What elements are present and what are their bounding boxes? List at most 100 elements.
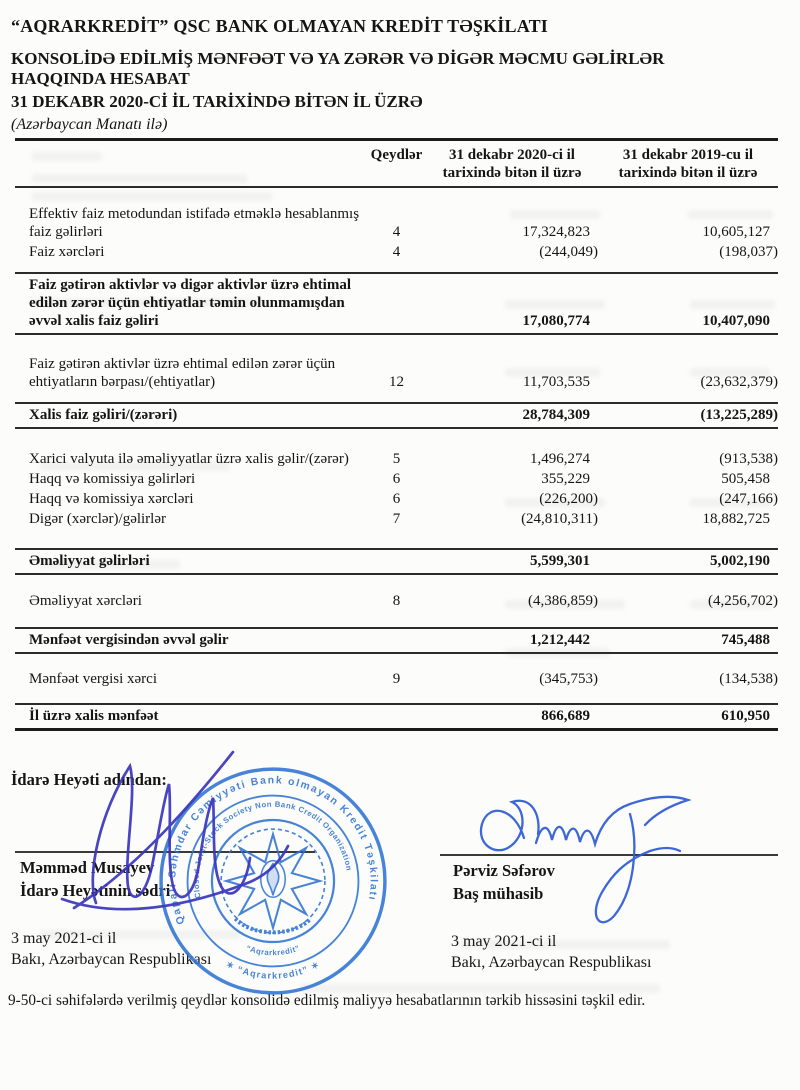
table-header-rule <box>15 186 778 188</box>
signatory-right-date: 3 may 2021-ci il Bakı, Azərbaycan Respub… <box>451 931 651 973</box>
row-label: Xarici valyuta ilə əməliyyatlar üzrə xal… <box>29 451 349 467</box>
signatory-right-name: Pərviz Səfərov <box>453 861 555 880</box>
table-row: Faiz xərcləri 4 (244,049) (198,037) <box>15 243 778 261</box>
row-value-2019: 505,458 <box>721 471 770 487</box>
signature-line-right <box>440 854 778 856</box>
row-value-2020: 11,703,535 <box>523 374 590 390</box>
table-row: Əməliyyat xərcləri 8 (4,386,859) (4,256,702… <box>15 592 778 610</box>
bleedthrough-artifact <box>32 298 262 307</box>
report-title: KONSOLİDƏ EDİLMİŞ MƏNFƏƏT VƏ YA ZƏRƏR VƏ… <box>11 48 665 89</box>
row-value-2020: (24,810,311) <box>521 511 598 527</box>
table-row: İl üzrə xalis mənfəət 866,689 610,950 <box>15 705 778 728</box>
row-value-2019: (13,225,289) <box>700 407 779 423</box>
row-value-2019: (247,166) <box>719 491 778 507</box>
left-date: 3 may 2021-ci il <box>11 930 117 947</box>
row-value-2019: 745,488 <box>721 632 770 648</box>
row-label: Haqq və komissiya gəlirləri <box>29 471 196 487</box>
row-value-2019: (4,256,702) <box>708 593 778 609</box>
row-label: Faiz gətirən aktivlər üzrə ehtimal edilə… <box>29 356 336 390</box>
right-date: 3 may 2021-ci il <box>451 933 557 950</box>
bleedthrough-artifact <box>40 462 230 471</box>
table-rule <box>15 573 778 575</box>
left-place: Bakı, Azərbaycan Respublikası <box>11 951 212 969</box>
right-place: Bakı, Azərbaycan Respublikası <box>451 954 652 972</box>
row-value-2020: 5,599,301 <box>530 553 590 569</box>
row-value-2019: 10,407,090 <box>702 313 771 329</box>
bleedthrough-artifact <box>505 368 600 377</box>
table-row: Xarici valyuta ilə əməliyyatlar üzrə xal… <box>15 450 778 468</box>
row-note: 6 <box>392 491 401 507</box>
bleedthrough-artifact <box>690 368 770 377</box>
bleedthrough-artifact <box>40 930 240 939</box>
row-label: Mənfəət vergisi xərci <box>29 671 158 687</box>
bleedthrough-artifact <box>300 984 660 993</box>
company-title: “AQRARKREDİT” QSC BANK OLMAYAN KREDİT TƏ… <box>11 16 548 36</box>
row-label: Faiz xərcləri <box>29 244 105 260</box>
row-value-2019: 10,605,127 <box>702 224 771 240</box>
row-label: İl üzrə xalis mənfəət <box>29 708 159 724</box>
bleedthrough-artifact <box>688 210 773 219</box>
bleedthrough-artifact <box>32 192 272 201</box>
col-header-2019: 31 dekabr 2019-cu il tarixində bitən il … <box>618 147 758 181</box>
row-value-2020: (345,753) <box>539 671 598 687</box>
table-row: Effektiv faiz metodundan istifadə etməkl… <box>15 205 778 241</box>
bleedthrough-artifact <box>460 940 670 949</box>
row-value-2020: (4,386,859) <box>528 593 598 609</box>
row-note: 5 <box>392 451 401 467</box>
stamp-flame-icon <box>266 862 280 896</box>
table-rule <box>15 728 778 731</box>
col-header-2020: 31 dekabr 2020-ci il tarixində bitən il … <box>442 147 582 181</box>
table-row: Xalis faiz gəliri/(zərəri) 28,784,309 (13,… <box>15 404 778 427</box>
table-rule <box>15 272 778 274</box>
bleedthrough-artifact <box>32 174 247 183</box>
row-value-2020: (226,200) <box>539 491 598 507</box>
bleedthrough-artifact <box>690 600 772 609</box>
table-top-rule <box>15 138 778 141</box>
table-rule <box>15 333 778 335</box>
col-header-notes: Qeydlər <box>370 147 423 163</box>
row-note: 12 <box>389 374 404 390</box>
signatory-right-role: Baş mühasib <box>453 884 544 903</box>
table-rule <box>15 548 778 550</box>
row-label: Digər (xərclər)/gəlirlər <box>29 511 166 527</box>
report-period: 31 DEKABR 2020-Cİ İL TARİXİNDƏ BİTƏN İL … <box>11 92 423 112</box>
stamp-wreath-icon <box>233 917 313 935</box>
report-header: “AQRARKREDİT” QSC BANK OLMAYAN KREDİT TƏ… <box>11 16 751 134</box>
row-value-2019: (134,538) <box>719 671 778 687</box>
row-label: Xalis faiz gəliri/(zərəri) <box>29 407 178 423</box>
stamp-ring-en-bottom-text: “Aqrarkredit” <box>245 943 301 957</box>
table-row: Haqq və komissiya gəlirləri 6 355,229 505,4… <box>15 470 778 488</box>
row-value-2019: (23,632,379) <box>700 374 779 390</box>
table-row: Haqq və komissiya xərcləri 6 (226,200) (247… <box>15 490 778 508</box>
row-value-2020: 17,080,774 <box>522 313 591 329</box>
bleedthrough-artifact <box>505 300 605 309</box>
row-value-2020: 1,212,442 <box>530 632 590 648</box>
row-value-2019: (198,037) <box>719 244 778 260</box>
bleedthrough-artifact <box>505 498 605 507</box>
row-label: Faiz gətirən aktivlər və digər aktivlər … <box>29 277 352 329</box>
table-row: Əməliyyat gəlirləri 5,599,301 5,002,190 <box>15 550 778 573</box>
table-header-row: Qeydlər 31 dekabr 2020-ci il tarixində b… <box>15 141 778 186</box>
row-value-2019: (913,538) <box>719 451 778 467</box>
row-note: 4 <box>392 224 401 240</box>
bleedthrough-artifact <box>510 210 600 219</box>
svg-text:✶ “Aqrarkredit” ✶: ✶ “Aqrarkredit” ✶ <box>224 959 321 981</box>
row-value-2019: 18,882,725 <box>702 511 771 527</box>
signatory-left-name: Məmməd Musayev <box>20 858 155 877</box>
table-rule <box>15 703 778 705</box>
row-value-2020: (244,049) <box>539 244 598 260</box>
bleedthrough-artifact <box>690 498 772 507</box>
svg-text:“Aqrarkredit”: “Aqrarkredit” <box>245 943 301 957</box>
table-rule <box>15 402 778 404</box>
signatory-left-role: İdarə Heyətinin sədri <box>20 881 171 900</box>
row-label: Haqq və komissiya xərcləri <box>29 491 194 507</box>
table-rule <box>15 427 778 429</box>
row-note: 9 <box>392 671 401 687</box>
footer-note: 9-50-ci səhifələrdə verilmiş qeydlər kon… <box>8 992 646 1009</box>
row-label: Mənfəət vergisindən əvvəl gəlir <box>29 632 229 648</box>
table-row: Mənfəət vergisi xərci 9 (345,753) (134,538) <box>15 670 778 688</box>
row-value-2020: 28,784,309 <box>522 407 591 423</box>
row-note: 4 <box>392 244 401 260</box>
signatory-left-date: 3 may 2021-ci il Bakı, Azərbaycan Respub… <box>11 928 211 970</box>
